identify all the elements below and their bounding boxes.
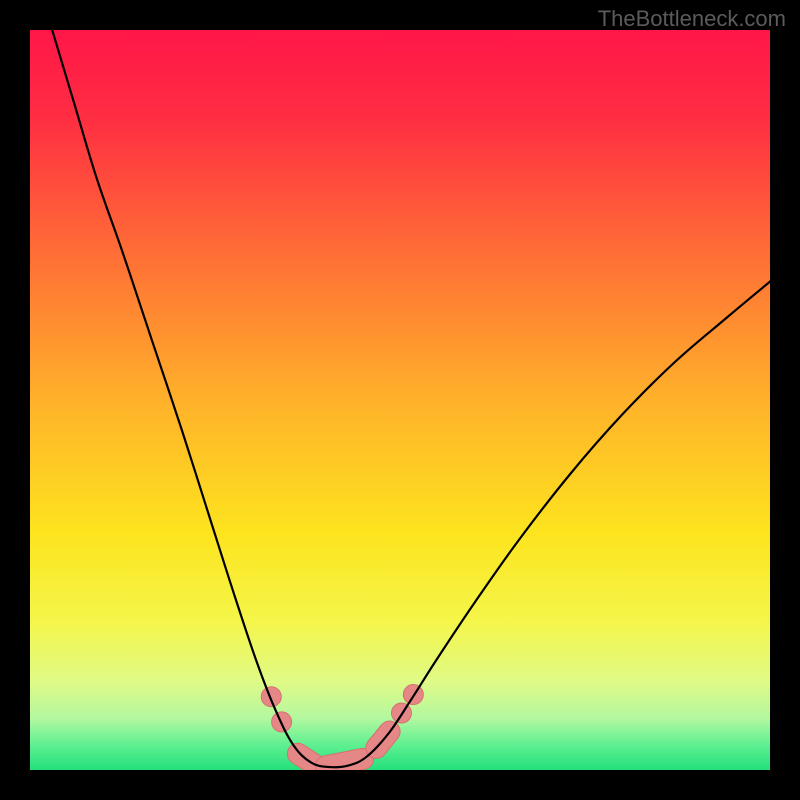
chart-svg (0, 0, 800, 800)
chart-canvas: TheBottleneck.com (0, 0, 800, 800)
gradient-background (30, 30, 770, 770)
watermark-text: TheBottleneck.com (598, 6, 786, 32)
marker-dot (261, 687, 281, 707)
